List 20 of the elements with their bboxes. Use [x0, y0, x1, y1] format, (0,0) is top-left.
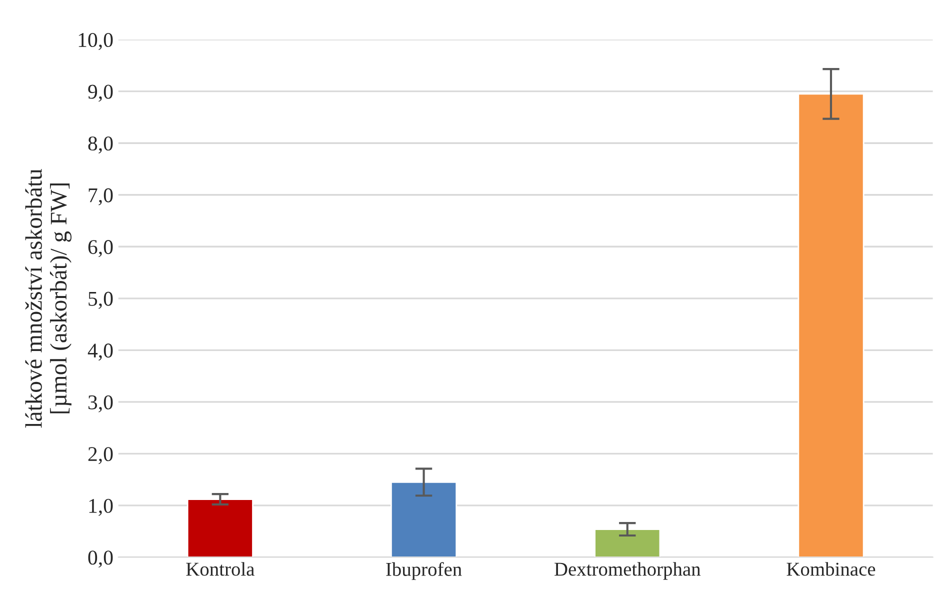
y-tick-label: 2,0 — [88, 447, 113, 464]
y-tick-label: 1,0 — [89, 498, 113, 516]
y-tick-label: 5,0 — [88, 292, 113, 309]
y-tick-label: 3,0 — [88, 395, 113, 412]
x-tick-label: Dextromethorphan — [554, 562, 701, 580]
y-tick-label: 7,0 — [88, 188, 113, 206]
x-tick-label: Kontrola — [186, 562, 254, 576]
y-tick-label: 4,0 — [88, 344, 113, 361]
bar — [186, 498, 254, 558]
y-axis-title: látkové množství askorbátu [µmol (askorbát)/ g FW] — [25, 168, 72, 428]
x-tick-label: Kombinace — [786, 562, 876, 576]
bar — [390, 481, 458, 558]
bar — [798, 93, 864, 558]
y-tick-label: 6,0 — [88, 240, 113, 258]
x-tick-label: Ibuprofen — [386, 562, 462, 580]
bar — [594, 528, 661, 558]
y-tick-label: 0,0 — [88, 550, 113, 568]
y-tick-label: 9,0 — [88, 84, 113, 102]
y-tick-label: 10,0 — [78, 32, 113, 50]
y-tick-label: 8,0 — [88, 136, 113, 154]
